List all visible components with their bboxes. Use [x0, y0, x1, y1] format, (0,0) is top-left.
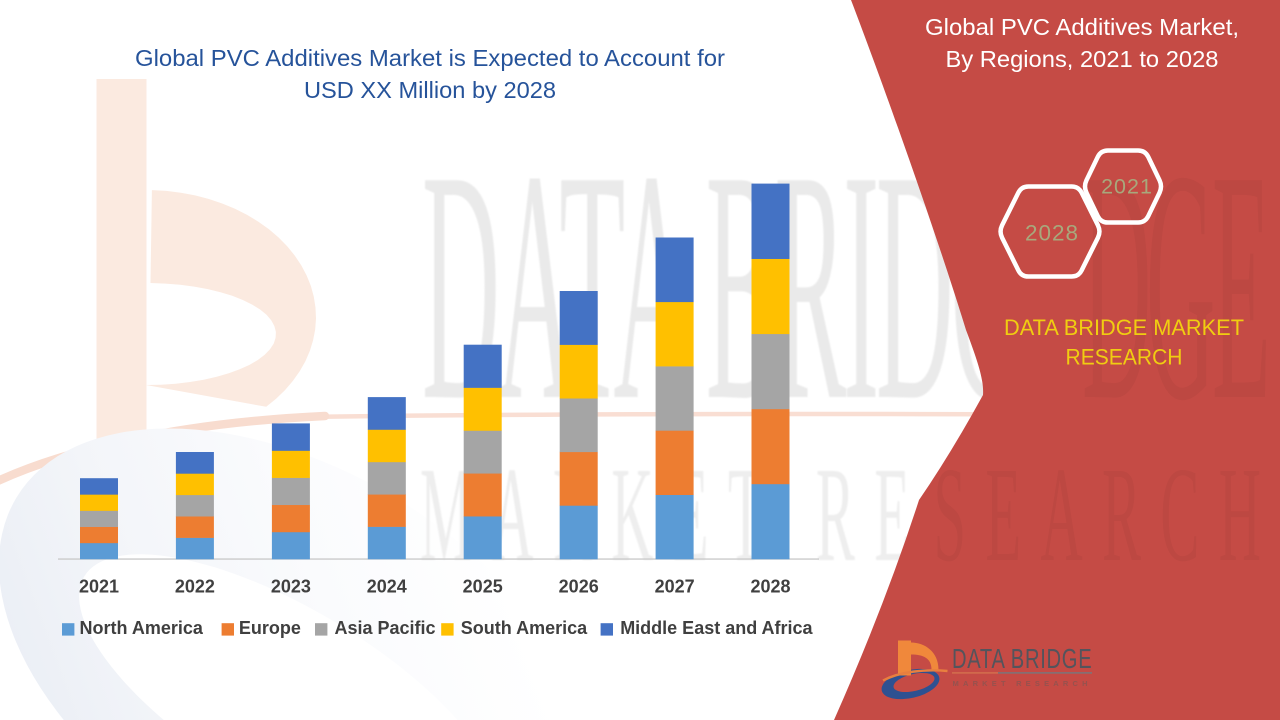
- svg-text:Asia Pacific: Asia Pacific: [335, 618, 436, 638]
- svg-text:E: E: [1212, 102, 1271, 469]
- svg-text:2028: 2028: [1025, 221, 1079, 246]
- svg-text:2021: 2021: [79, 577, 119, 597]
- svg-text:DATA BRIDGE: DATA BRIDGE: [952, 644, 1092, 675]
- svg-text:2023: 2023: [271, 577, 311, 597]
- svg-text:2027: 2027: [655, 577, 695, 597]
- svg-text:RESEARCH: RESEARCH: [1066, 345, 1183, 370]
- svg-text:DATA BRIDGE MARKET: DATA BRIDGE MARKET: [1004, 315, 1244, 340]
- svg-text:D: D: [1082, 102, 1151, 469]
- svg-text:By Regions, 2021 to 2028: By Regions, 2021 to 2028: [946, 46, 1219, 72]
- svg-text:Middle East and Africa: Middle East and Africa: [620, 618, 813, 638]
- svg-text:G: G: [1146, 102, 1215, 469]
- svg-text:2028: 2028: [750, 577, 790, 597]
- svg-text:2022: 2022: [175, 577, 215, 597]
- svg-text:USD XX Million by 2028: USD XX Million by 2028: [304, 77, 556, 103]
- svg-text:SEARCH: SEARCH: [934, 439, 1280, 590]
- svg-text:2021: 2021: [1101, 175, 1153, 199]
- svg-text:South America: South America: [461, 618, 588, 638]
- svg-text:Global PVC Additives Market,: Global PVC Additives Market,: [925, 14, 1239, 40]
- svg-text:Europe: Europe: [239, 618, 301, 638]
- svg-text:2025: 2025: [463, 577, 503, 597]
- svg-text:Global PVC Additives Market is: Global PVC Additives Market is Expected …: [135, 45, 725, 71]
- svg-text:2026: 2026: [559, 577, 599, 597]
- svg-text:2024: 2024: [367, 577, 407, 597]
- svg-text:North America: North America: [80, 618, 204, 638]
- svg-text:MARKET RESEARCH: MARKET RESEARCH: [953, 679, 1092, 688]
